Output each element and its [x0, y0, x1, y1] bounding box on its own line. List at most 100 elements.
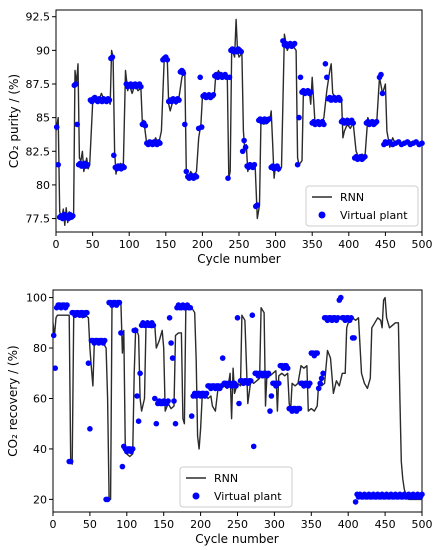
purity-legend-vp-swatch: [318, 211, 326, 219]
purity-virtual-plant-point: [193, 174, 200, 180]
purity-x-axis-label: Cycle number: [197, 252, 281, 266]
purity-x-tick-label: 450: [375, 238, 396, 251]
recovery-x-tick-label: 100: [116, 518, 137, 531]
recovery-virtual-plant-point: [166, 315, 173, 321]
recovery-virtual-plant-point: [137, 370, 143, 377]
purity-x-tick-label: 350: [302, 238, 323, 251]
purity-y-tick-label: 77.5: [26, 213, 51, 226]
purity-virtual-plant-point: [182, 121, 188, 128]
purity-virtual-plant-point: [73, 81, 79, 87]
recovery-virtual-plant-point: [87, 426, 93, 432]
recovery-virtual-plant-point: [104, 496, 111, 503]
recovery-virtual-plant-point: [67, 458, 74, 465]
purity-virtual-plant-point: [109, 54, 116, 60]
purity-y-ticks: 77.5 80 82.5 85 87.5 90 92.5: [26, 11, 56, 226]
recovery-legend-virtual-plant: Virtual plant: [214, 490, 282, 503]
purity-virtual-plant-point: [238, 48, 244, 55]
recovery-virtual-plant-point: [318, 375, 325, 382]
purity-virtual-plant-point: [419, 140, 425, 146]
purity-virtual-plant-point: [55, 161, 61, 168]
recovery-virtual-plant-point: [419, 491, 425, 498]
purity-series-layer: [53, 18, 425, 226]
recovery-virtual-plant-point: [134, 393, 140, 399]
purity-virtual-plant-point: [53, 124, 60, 130]
purity-virtual-plant-point: [379, 90, 386, 97]
purity-virtual-plant-point: [183, 168, 190, 175]
purity-y-tick-label: 92.5: [26, 11, 51, 24]
recovery-virtual-plant-point: [119, 463, 126, 470]
purity-virtual-plant-point: [84, 161, 91, 168]
recovery-virtual-plant-point: [307, 380, 313, 387]
purity-y-axis-label: CO₂ purity / (%): [7, 74, 21, 168]
recovery-virtual-plant-point: [118, 330, 124, 336]
purity-virtual-plant-point: [254, 202, 261, 208]
recovery-virtual-plant-point: [284, 365, 291, 372]
purity-virtual-plant-point: [180, 70, 187, 76]
recovery-y-tick-label: 80: [33, 342, 47, 355]
purity-virtual-plant-point: [373, 118, 380, 125]
purity-virtual-plant-point: [198, 124, 205, 130]
purity-legend-virtual-plant: Virtual plant: [340, 209, 408, 222]
recovery-virtual-plant-point: [351, 335, 357, 341]
recovery-virtual-plant-point: [249, 312, 256, 319]
purity-chart: 0 50 100 150 200 250 300 350 400 450 500 77.5 80 82.…: [7, 9, 433, 266]
purity-virtual-plant-point: [266, 116, 272, 122]
recovery-virtual-plant-point: [234, 315, 241, 321]
recovery-y-tick-label: 60: [33, 392, 47, 405]
recovery-x-tick-label: 400: [338, 518, 359, 531]
purity-virtual-plant-point: [210, 92, 217, 98]
recovery-x-tick-label: 350: [301, 518, 322, 531]
purity-virtual-plant-point: [226, 74, 233, 81]
purity-legend-box: [305, 185, 419, 227]
purity-virtual-plant-point: [296, 114, 302, 121]
recovery-virtual-plant-point: [153, 420, 160, 427]
purity-virtual-plant-point: [121, 164, 127, 171]
purity-x-tick-label: 0: [53, 238, 60, 251]
recovery-x-tick-label: 250: [227, 518, 248, 531]
purity-virtual-plant-point: [291, 40, 298, 47]
recovery-y-ticks: 20 40 60 80 100: [26, 292, 53, 506]
recovery-y-tick-label: 40: [33, 443, 47, 456]
recovery-virtual-plant-point: [348, 315, 355, 321]
purity-y-tick-label: 90: [36, 44, 50, 57]
recovery-x-axis-label: Cycle number: [195, 532, 279, 546]
purity-x-tick-label: 400: [338, 238, 359, 251]
purity-virtual-plant-point: [378, 71, 384, 78]
recovery-legend-vp-swatch: [192, 492, 200, 500]
recovery-legend-rnn: RNN: [214, 472, 238, 485]
recovery-series-layer: [50, 294, 425, 505]
purity-virtual-plant-point: [321, 121, 327, 128]
recovery-virtual-plant-point: [236, 400, 242, 407]
recovery-virtual-plant-point: [171, 398, 177, 404]
recovery-virtual-plant-point: [172, 420, 179, 427]
purity-virtual-plant-point: [241, 137, 247, 144]
purity-virtual-plant-point: [337, 97, 343, 103]
recovery-x-tick-label: 450: [375, 518, 396, 531]
purity-virtual-plant-point: [197, 74, 203, 81]
recovery-virtual-plant-point: [85, 360, 92, 367]
recovery-virtual-plant-point: [276, 380, 282, 387]
recovery-x-tick-label: 300: [264, 518, 285, 531]
purity-y-tick-label: 80: [36, 179, 50, 192]
purity-virtual-plant-point: [106, 97, 113, 103]
purity-virtual-plant-point: [322, 61, 329, 67]
purity-virtual-plant-point: [225, 175, 231, 181]
purity-virtual-plant-point: [324, 74, 330, 81]
recovery-y-axis-label: CO₂ recovery / (%): [6, 345, 20, 456]
purity-virtual-plant-point: [239, 148, 246, 155]
recovery-virtual-plant-point: [335, 315, 341, 321]
recovery-chart: 0 50 100 150 200 250 300 350 400 450 500 20 40 60 80 1…: [6, 289, 433, 546]
recovery-x-tick-label: 200: [190, 518, 211, 531]
recovery-y-tick-label: 20: [33, 493, 47, 506]
purity-y-tick-label: 87.5: [26, 78, 51, 91]
recovery-virtual-plant-point: [250, 443, 257, 450]
recovery-legend: RNN Virtual plant: [179, 466, 293, 508]
recovery-virtual-plant-point: [296, 405, 303, 412]
recovery-x-tick-label: 150: [153, 518, 174, 531]
purity-x-ticks: 0 50 100 150 200 250 300 350 400 450 500: [53, 232, 433, 251]
recovery-x-tick-label: 0: [50, 518, 57, 531]
purity-x-tick-label: 500: [412, 238, 433, 251]
recovery-virtual-plant-point: [268, 393, 275, 399]
recovery-virtual-plant-point: [116, 299, 123, 306]
recovery-virtual-plant-point: [338, 294, 344, 301]
